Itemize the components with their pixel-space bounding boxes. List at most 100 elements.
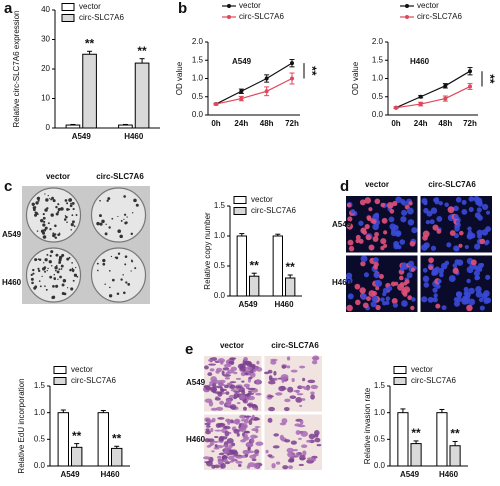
nucleus <box>475 286 482 293</box>
colony <box>37 269 41 273</box>
cell <box>226 419 231 425</box>
colony <box>71 267 74 270</box>
marker <box>214 102 218 107</box>
colony <box>40 229 45 233</box>
nucleus <box>388 216 395 223</box>
cell <box>254 449 260 455</box>
nucleus <box>444 202 449 208</box>
cell <box>300 430 308 437</box>
cell <box>220 388 225 393</box>
colony <box>34 206 37 209</box>
bar <box>285 277 296 297</box>
colony <box>51 295 55 300</box>
cell <box>278 385 286 392</box>
nucleus <box>473 265 479 271</box>
cell <box>217 417 225 420</box>
cell <box>289 395 297 400</box>
y-tick-label: 1.5 <box>192 55 204 64</box>
nucleus <box>485 210 491 215</box>
nucleus <box>421 198 428 205</box>
nucleus <box>345 277 353 284</box>
y-tick-label: 1.5 <box>34 381 46 390</box>
nucleus <box>421 296 428 303</box>
x-tick-label: H460 <box>274 300 294 309</box>
cell <box>306 457 315 461</box>
nucleus <box>429 219 435 225</box>
y-tick-label: 0.5 <box>34 434 46 443</box>
line <box>215 77 293 105</box>
legend-swatch <box>53 377 67 385</box>
cell <box>272 445 280 449</box>
x-tick-label: 48h <box>260 119 274 128</box>
bar <box>449 445 461 467</box>
nucleus <box>430 207 438 214</box>
cell <box>314 430 320 436</box>
colony <box>45 198 49 202</box>
cell <box>273 370 277 376</box>
colony <box>43 228 47 232</box>
y-tick-label: 1.5 <box>214 201 226 210</box>
colony <box>68 198 72 202</box>
cell <box>233 392 240 398</box>
image-column-label: circ-SLC7A6 <box>96 172 144 181</box>
colony <box>123 195 126 198</box>
colony <box>52 284 55 288</box>
colony <box>68 208 71 211</box>
cell <box>217 455 222 459</box>
cell <box>311 360 318 365</box>
colony <box>54 236 57 239</box>
nucleus <box>378 273 384 280</box>
cell <box>230 384 236 390</box>
bar <box>118 124 133 129</box>
colony <box>105 223 107 226</box>
colony <box>44 258 48 262</box>
cell <box>248 419 253 426</box>
cell <box>243 430 251 434</box>
y-tick-label: 0.5 <box>192 92 204 101</box>
cell <box>255 379 261 385</box>
bar <box>134 62 150 129</box>
cell <box>240 371 246 377</box>
nucleus <box>359 287 366 294</box>
cell <box>206 445 211 448</box>
cell <box>267 454 273 458</box>
nucleus <box>393 243 400 250</box>
line <box>395 85 471 109</box>
cell <box>230 388 236 392</box>
colony <box>104 283 106 285</box>
cell <box>215 445 224 449</box>
marker <box>468 84 472 89</box>
cell <box>235 460 243 464</box>
cell <box>232 458 237 462</box>
legend-swatch <box>61 14 75 22</box>
x-tick-label: 24h <box>234 119 248 128</box>
marker <box>418 94 423 99</box>
colony <box>66 221 68 223</box>
cell <box>230 419 234 424</box>
cell <box>296 393 304 396</box>
significance: ** <box>286 260 296 274</box>
cell <box>221 370 225 376</box>
cell <box>251 414 255 420</box>
cell <box>284 398 291 403</box>
cell <box>249 371 256 378</box>
nucleus <box>461 199 467 205</box>
y-tick-label: 0.5 <box>214 261 226 270</box>
colony <box>98 214 102 218</box>
y-tick-label: 0.5 <box>374 434 386 443</box>
nucleus <box>436 216 443 222</box>
cell <box>256 360 260 365</box>
colony <box>117 215 119 218</box>
cell <box>295 397 303 403</box>
colony <box>70 202 72 205</box>
colony <box>71 214 74 217</box>
colony <box>48 260 52 264</box>
chart-title: H460 <box>410 57 430 66</box>
nucleus <box>374 231 380 237</box>
nucleus <box>363 272 369 278</box>
marker <box>239 89 244 94</box>
nucleus <box>479 262 485 268</box>
nucleus <box>454 259 460 265</box>
nucleus <box>468 298 476 306</box>
colony <box>97 269 99 272</box>
